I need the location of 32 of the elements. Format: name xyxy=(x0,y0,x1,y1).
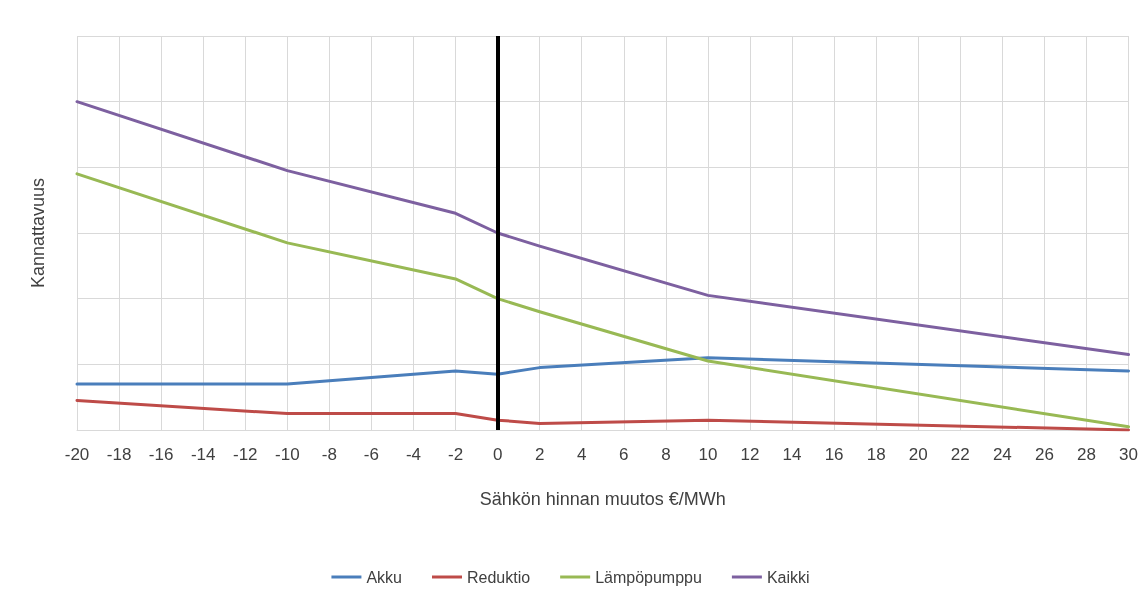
x-tick-label: 24 xyxy=(992,445,1012,464)
x-tick-label: -14 xyxy=(190,445,216,464)
x-tick-label: 26 xyxy=(1034,445,1054,464)
x-tick-label: -2 xyxy=(447,445,464,464)
x-tick-label: 6 xyxy=(619,445,629,464)
legend-label: Kaikki xyxy=(766,568,810,586)
x-axis-title: Sähkön hinnan muutos €/MWh xyxy=(479,489,726,509)
x-tick-label: 16 xyxy=(824,445,844,464)
x-tick-label: -16 xyxy=(148,445,174,464)
x-tick-label: 20 xyxy=(908,445,928,464)
x-tick-label: -4 xyxy=(405,445,422,464)
x-tick-label: 28 xyxy=(1077,445,1096,464)
x-tick-label: 10 xyxy=(698,445,718,464)
x-tick-label: -8 xyxy=(321,445,337,464)
x-tick-label: -18 xyxy=(106,445,132,464)
legend-label: Lämpöpumppu xyxy=(595,568,702,586)
x-tick-label: -10 xyxy=(275,445,300,464)
x-tick-label: 8 xyxy=(661,445,671,464)
x-tick-label: 12 xyxy=(740,445,760,464)
x-tick-label: 4 xyxy=(577,445,587,464)
x-tick-label: -20 xyxy=(64,445,90,464)
legend-label: Akku xyxy=(366,568,403,586)
legend-label: Reduktio xyxy=(467,568,531,586)
y-axis-title: Kannattavuus xyxy=(28,177,48,289)
x-tick-label: 2 xyxy=(534,445,545,464)
x-tick-label: -6 xyxy=(363,445,379,464)
x-tick-label: 22 xyxy=(950,445,970,464)
x-tick-label: 0 xyxy=(492,445,503,464)
x-tick-label: 14 xyxy=(782,445,802,464)
x-tick-label: -12 xyxy=(232,445,258,464)
x-tick-label: 30 xyxy=(1119,445,1139,464)
x-tick-label: 18 xyxy=(866,445,886,464)
